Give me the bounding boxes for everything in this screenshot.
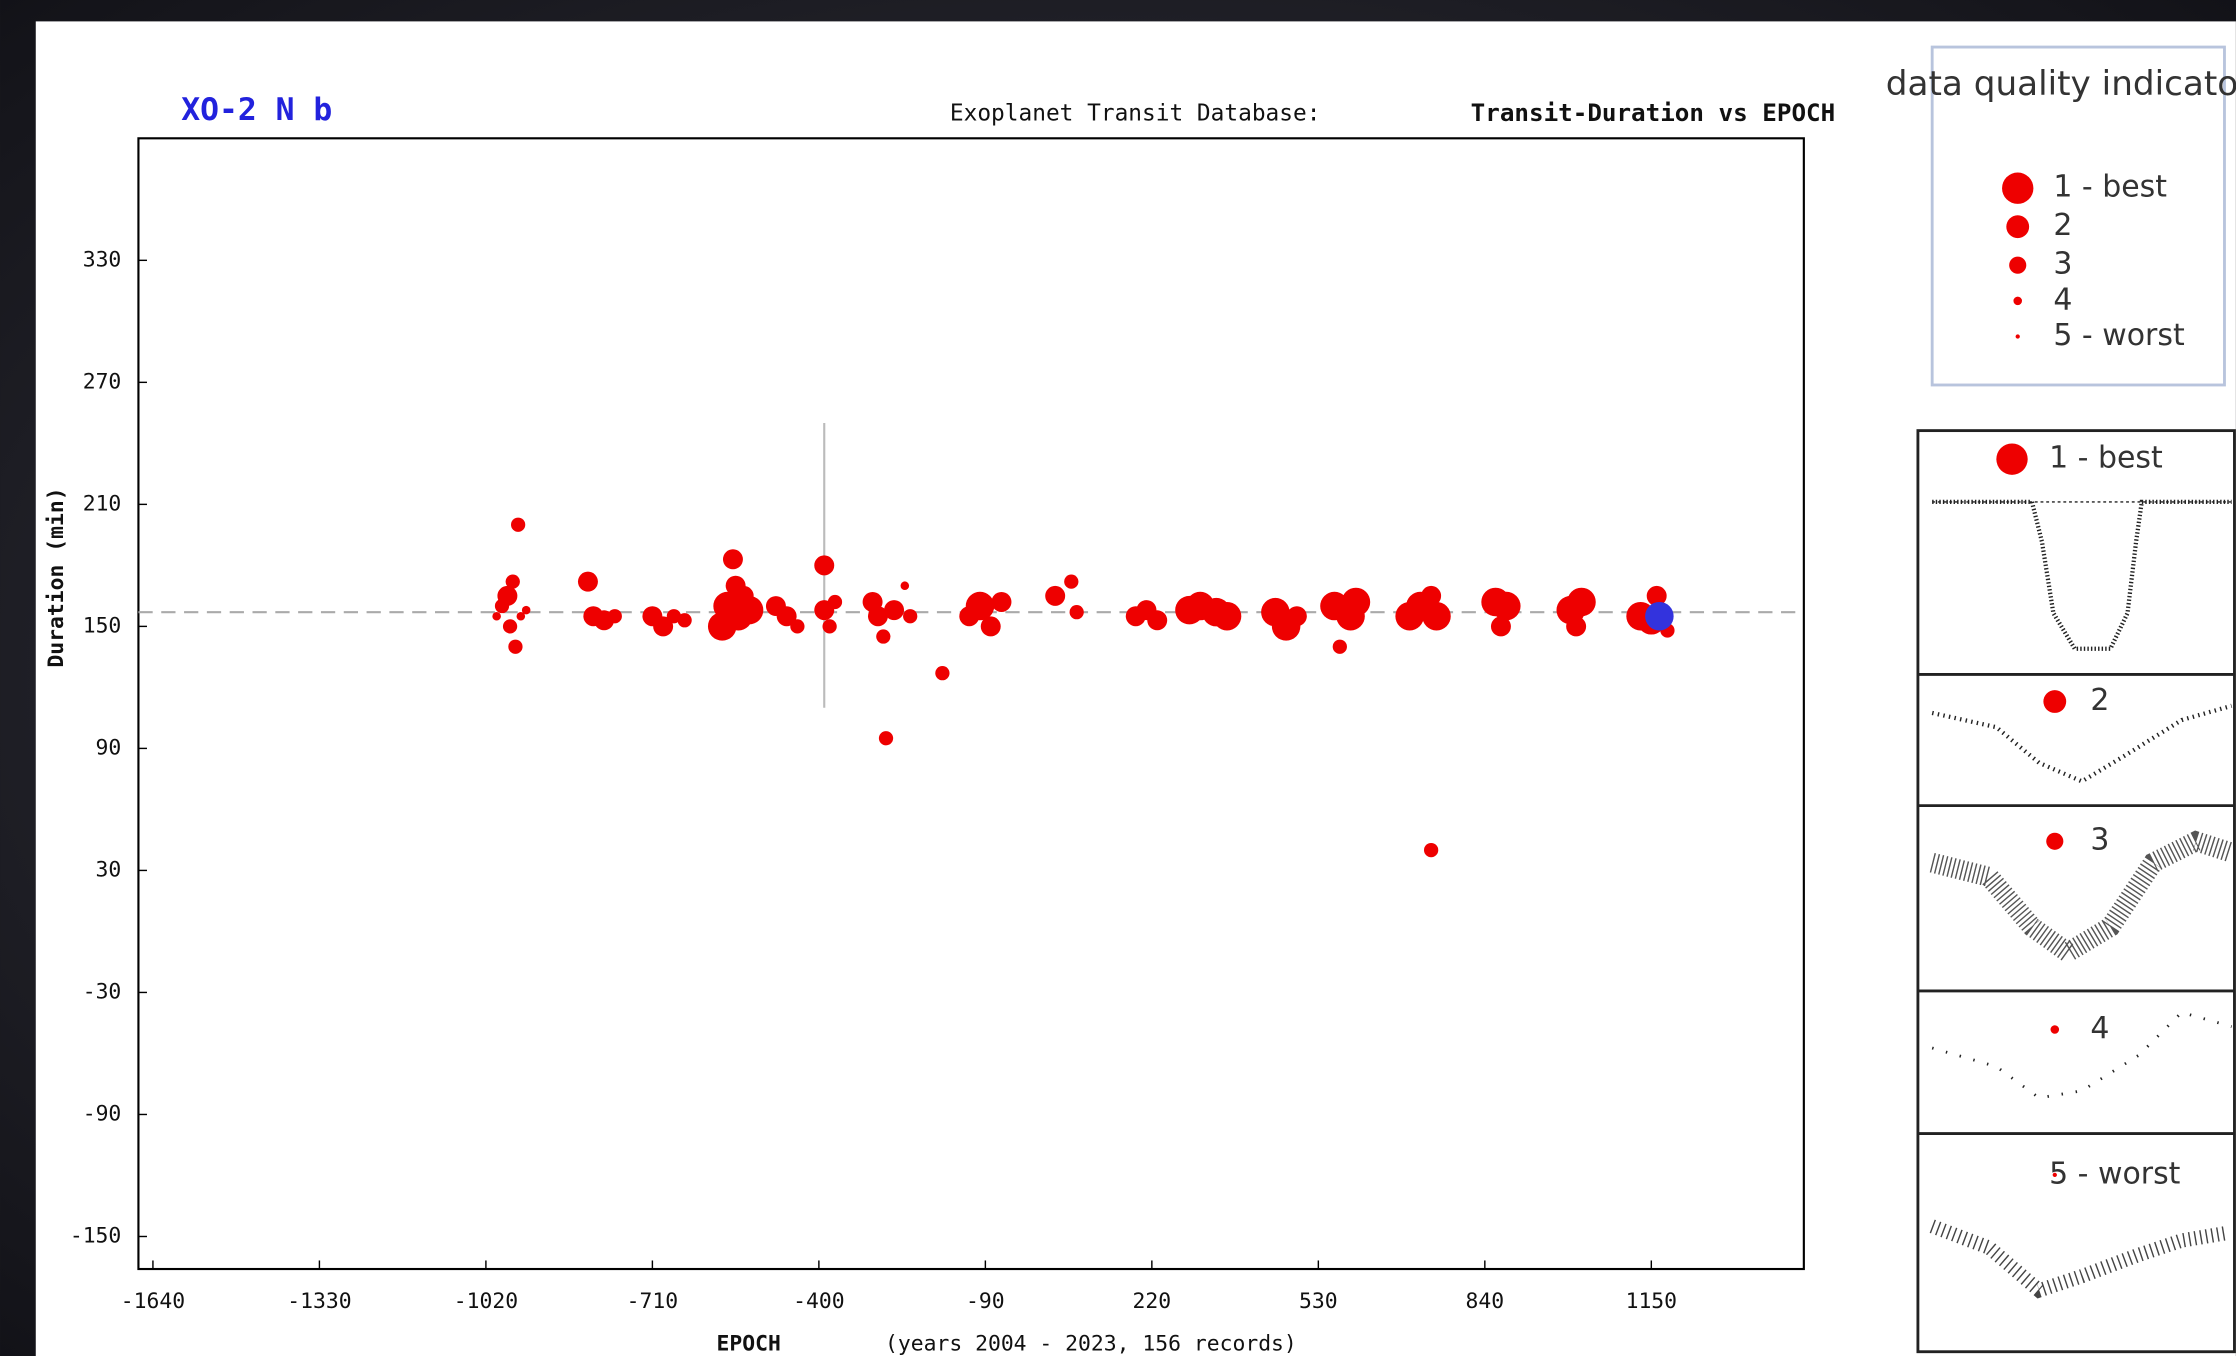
sample-label: 3 xyxy=(2090,823,2109,858)
data-point xyxy=(991,592,1011,612)
subtitle: Exoplanet Transit Database: xyxy=(950,101,1321,127)
data-point xyxy=(608,609,622,623)
data-point xyxy=(901,581,910,590)
y-tick-label: 30 xyxy=(96,857,122,882)
data-point xyxy=(981,616,1001,636)
legend-label: 2 xyxy=(2053,208,2072,243)
data-point xyxy=(1064,575,1078,589)
data-point xyxy=(1045,586,1065,606)
data-point xyxy=(1213,602,1242,631)
data-point xyxy=(511,518,525,532)
x-axis-label: EPOCH xyxy=(717,1332,781,1356)
data-point xyxy=(884,600,904,620)
y-tick-label: 210 xyxy=(83,491,122,516)
data-point xyxy=(879,731,893,745)
data-point xyxy=(677,613,691,627)
x-axis-note: (years 2004 - 2023, 156 records) xyxy=(885,1332,1297,1356)
data-point xyxy=(735,596,764,625)
x-tick-label: -400 xyxy=(793,1289,844,1314)
data-point xyxy=(1424,843,1438,857)
data-point xyxy=(492,612,501,621)
y-tick-label: -150 xyxy=(70,1223,121,1248)
data-point xyxy=(1422,602,1451,631)
data-point xyxy=(508,640,522,654)
y-tick-label: -90 xyxy=(83,1101,122,1126)
data-point xyxy=(578,572,598,592)
x-tick-label: -90 xyxy=(966,1289,1005,1314)
data-point xyxy=(522,606,531,615)
data-point xyxy=(506,575,520,589)
legend-label: 4 xyxy=(2053,282,2072,317)
data-point xyxy=(1492,592,1521,621)
legend-label: 3 xyxy=(2053,247,2072,282)
data-point xyxy=(1567,588,1596,617)
x-tick-label: 840 xyxy=(1466,1289,1505,1314)
x-tick-label: -1330 xyxy=(287,1289,351,1314)
highlight-point xyxy=(1645,602,1674,631)
y-axis-label: Duration (min) xyxy=(44,487,69,667)
sample-label: 2 xyxy=(2090,683,2109,718)
y-tick-label: 150 xyxy=(83,613,122,638)
data-point xyxy=(1342,588,1371,617)
sample-label: 4 xyxy=(2090,1011,2109,1046)
data-point xyxy=(1070,605,1084,619)
data-point xyxy=(1287,606,1307,626)
legend-title: data quality indicator xyxy=(1886,64,2236,104)
legend-marker xyxy=(2016,334,2020,338)
x-tick-label: 220 xyxy=(1133,1289,1172,1314)
legend-marker xyxy=(2009,257,2026,274)
x-tick-label: -1640 xyxy=(121,1289,185,1314)
panel xyxy=(36,21,2236,1356)
data-point xyxy=(828,595,842,609)
x-tick-label: 1150 xyxy=(1626,1289,1677,1314)
data-point xyxy=(935,666,949,680)
legend-label: 5 - worst xyxy=(2053,318,2185,353)
page: XO-2 N b Exoplanet Transit Database: Tra… xyxy=(0,0,2236,1356)
sample-marker xyxy=(1996,443,2027,474)
chart: XO-2 N b Exoplanet Transit Database: Tra… xyxy=(0,0,2236,1356)
sample-label: 5 - worst xyxy=(2049,1156,2181,1191)
data-point xyxy=(1333,640,1347,654)
y-tick-label: -30 xyxy=(83,979,122,1004)
data-point xyxy=(503,619,517,633)
data-point xyxy=(822,619,836,633)
legend-marker xyxy=(2013,297,2022,306)
legend-marker xyxy=(2002,173,2033,204)
data-point xyxy=(814,555,834,575)
heading: Transit-Duration vs EPOCH xyxy=(1471,99,1836,127)
data-point xyxy=(723,549,743,569)
x-tick-label: -710 xyxy=(627,1289,678,1314)
data-point xyxy=(966,592,995,621)
chart-title: XO-2 N b xyxy=(181,92,332,128)
sample-marker xyxy=(2046,833,2063,850)
sample-marker xyxy=(2043,690,2066,713)
x-tick-label: 530 xyxy=(1299,1289,1338,1314)
y-tick-label: 330 xyxy=(83,247,122,272)
data-point xyxy=(1566,616,1586,636)
data-point xyxy=(903,609,917,623)
legend-label: 1 - best xyxy=(2053,170,2167,205)
sample-label: 1 - best xyxy=(2049,441,2163,476)
data-point xyxy=(876,629,890,643)
y-tick-label: 90 xyxy=(96,735,122,760)
legend-marker xyxy=(2006,215,2029,238)
data-point xyxy=(497,586,517,606)
x-tick-label: -1020 xyxy=(454,1289,518,1314)
data-point xyxy=(790,619,804,633)
sample-marker xyxy=(2051,1025,2060,1034)
y-tick-label: 270 xyxy=(83,369,122,394)
data-point xyxy=(1147,610,1167,630)
